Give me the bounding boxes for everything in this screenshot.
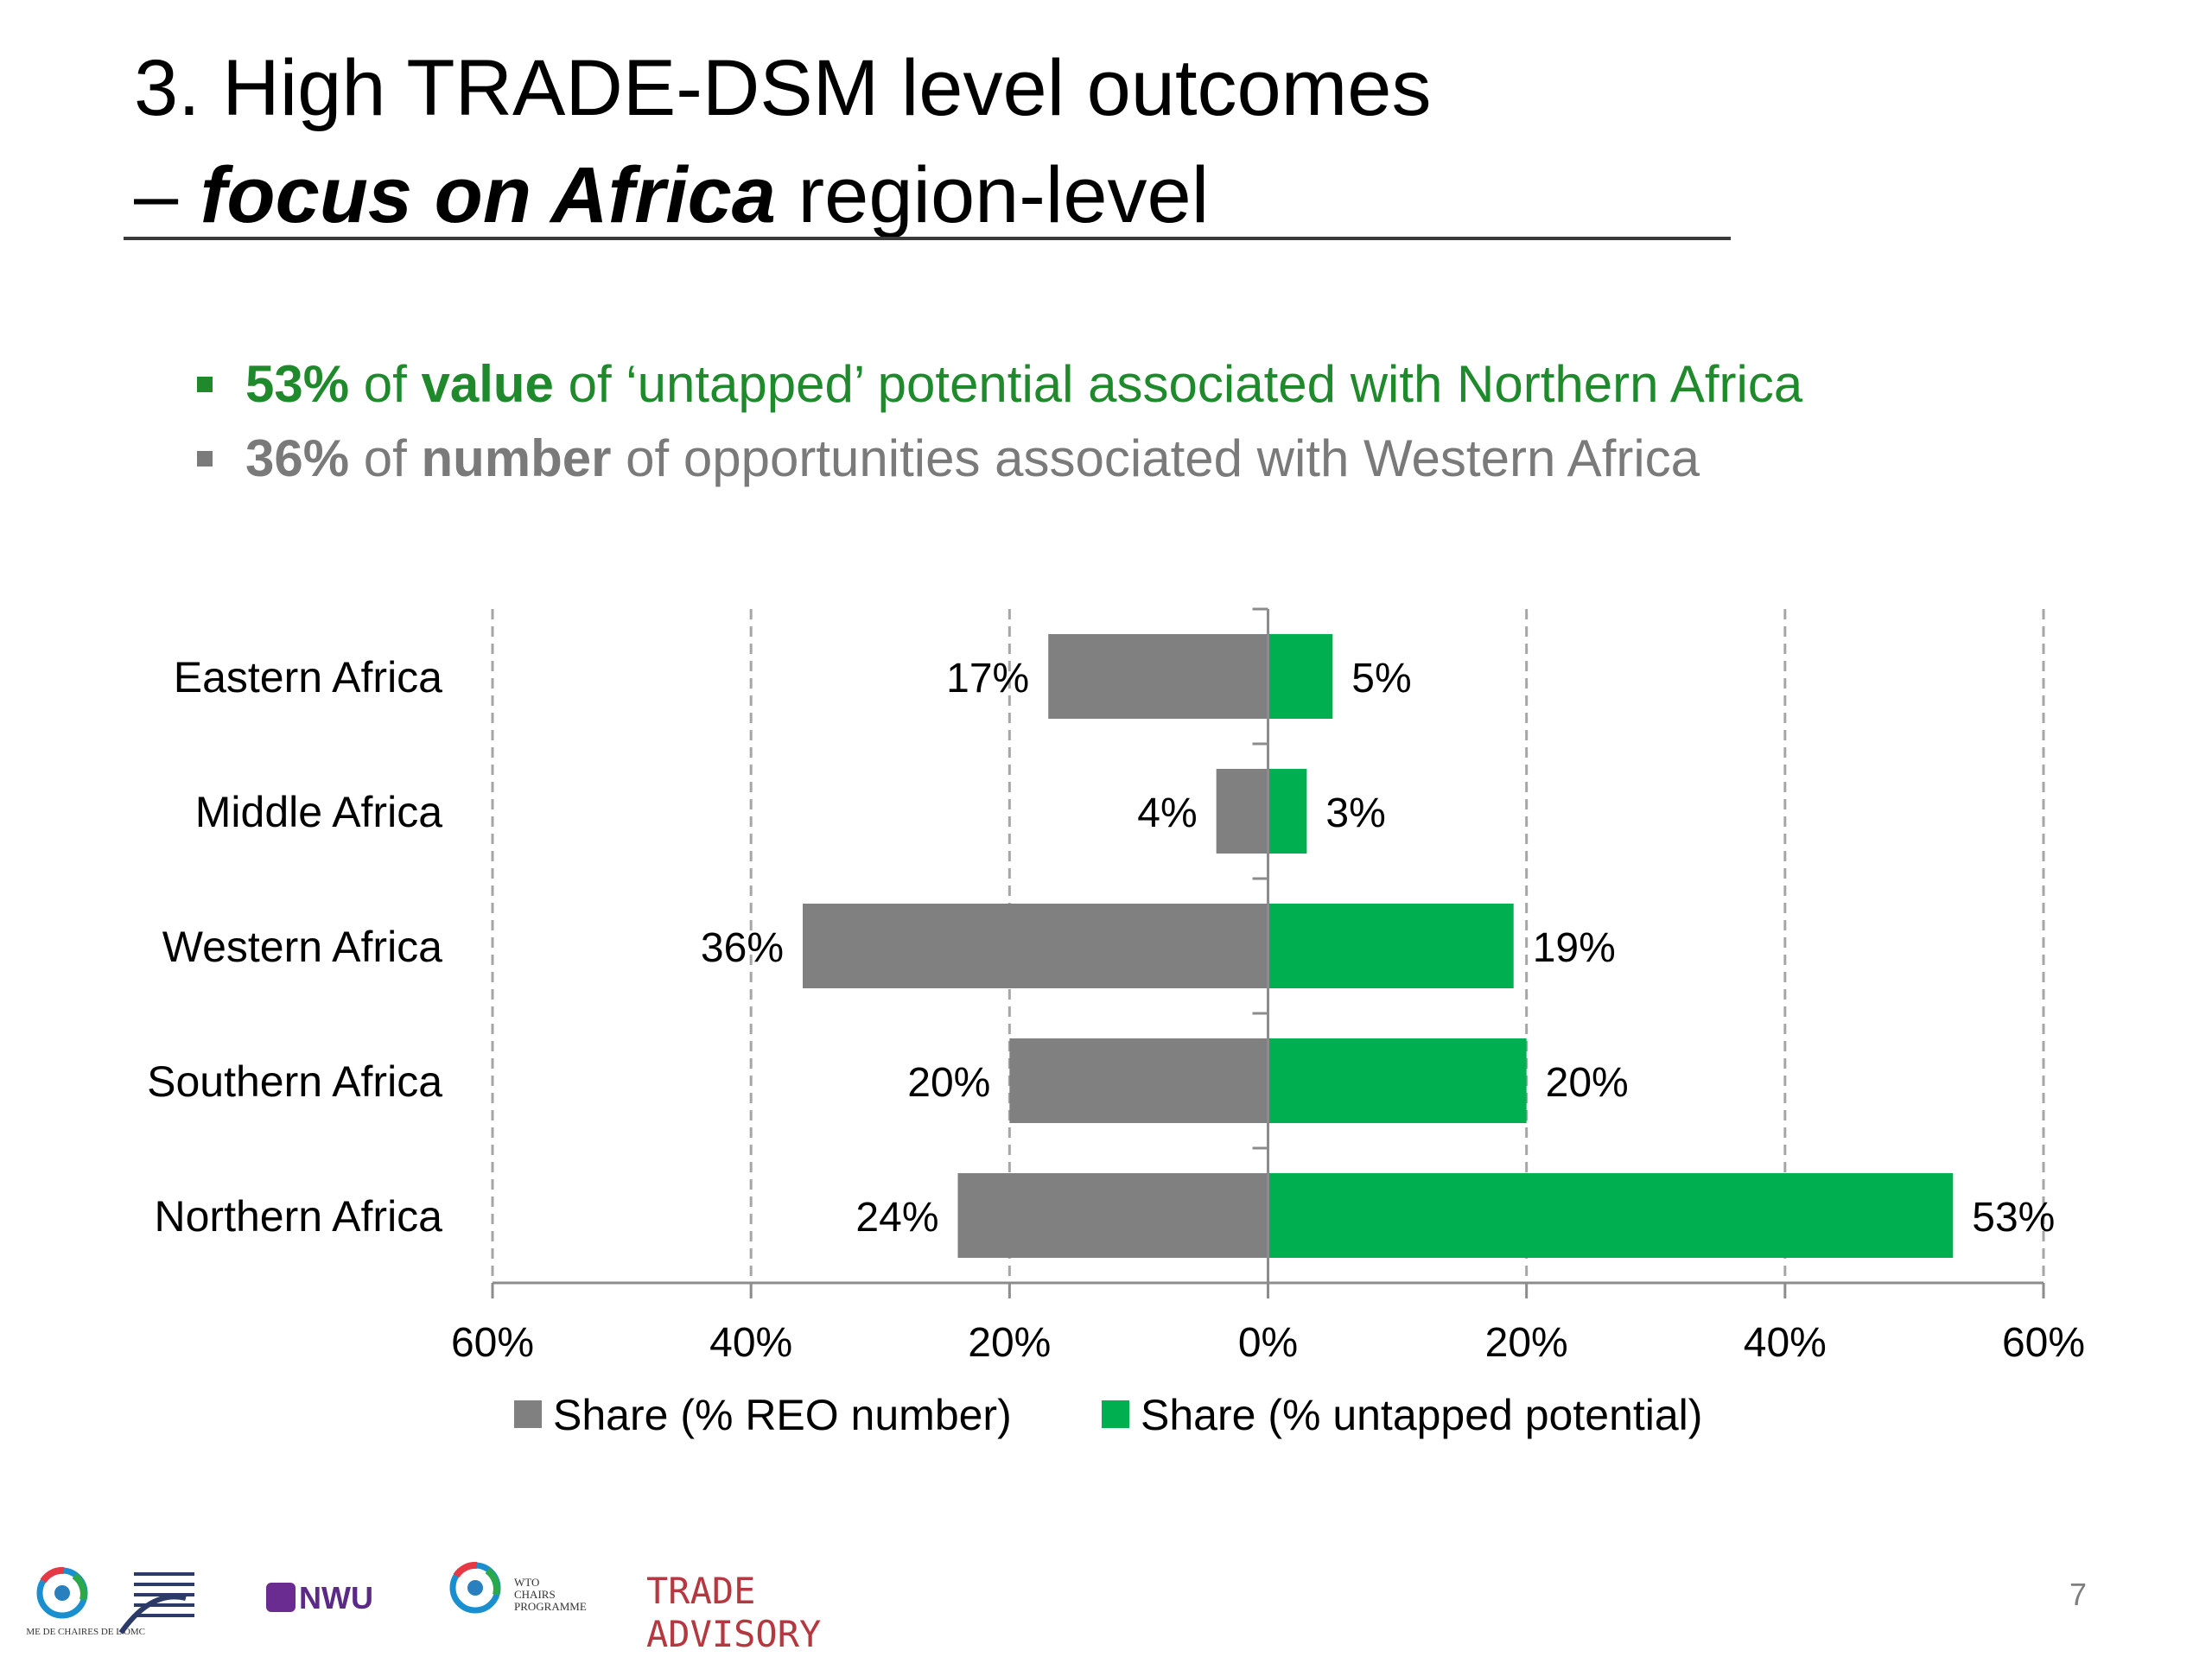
trade-advisory-logo: TRADE ADVISORY bbox=[646, 1570, 821, 1655]
trade-advisory-text-2: ADVISORY bbox=[646, 1613, 821, 1655]
data-label-untapped-potential: 19% bbox=[1533, 925, 1616, 971]
bullet-number-percent: 36% bbox=[245, 429, 350, 487]
bullet-number-keyword: number bbox=[421, 429, 612, 487]
bullet-value-text-2: of ‘untapped’ potential associated with … bbox=[553, 355, 1803, 413]
bullet-list: 53% of value of ‘untapped’ potential ass… bbox=[192, 347, 2093, 496]
data-label-untapped-potential: 20% bbox=[1546, 1060, 1629, 1106]
partner-logos: PROGRAMME DE CHAIRES DE L'OMC NWU WTO CH… bbox=[0, 1561, 821, 1655]
bullet-marker bbox=[197, 377, 213, 392]
bullet-number-text-1: of bbox=[349, 429, 422, 487]
data-label-untapped-potential: 53% bbox=[1972, 1195, 2055, 1241]
wto-chairs-text-2: CHAIRS bbox=[514, 1588, 556, 1601]
bullet-value: 53% of value of ‘untapped’ potential ass… bbox=[192, 347, 2093, 422]
bullet-number: 36% of number of opportunities associate… bbox=[192, 422, 2093, 496]
title-line-2-emphasis: focus on Africa bbox=[200, 151, 776, 239]
wto-chairs-text-3: PROGRAMME bbox=[514, 1600, 587, 1613]
legend-label-reo-number: Share (% REO number) bbox=[553, 1391, 1012, 1439]
legend-swatch-untapped-potential bbox=[1102, 1400, 1129, 1428]
bar-reo-number bbox=[1009, 1038, 1268, 1123]
data-label-reo-number: 20% bbox=[907, 1060, 990, 1106]
title-line-2-suffix: region-level bbox=[775, 151, 1210, 239]
x-tick-label: 40% bbox=[1744, 1320, 1827, 1366]
bullet-value-percent: 53% bbox=[245, 355, 350, 413]
data-label-reo-number: 24% bbox=[855, 1195, 938, 1241]
category-label: Eastern Africa bbox=[174, 653, 442, 701]
bullet-number-text-2: of opportunities associated with Western… bbox=[611, 429, 1700, 487]
x-tick-label: 40% bbox=[709, 1320, 792, 1366]
chairs-fr-text: PROGRAMME DE CHAIRES DE L'OMC bbox=[26, 1627, 145, 1637]
bar-untapped-potential bbox=[1268, 1038, 1527, 1123]
bar-untapped-potential bbox=[1268, 634, 1333, 719]
wto-chairs-text-1: WTO bbox=[514, 1576, 539, 1589]
x-tick-label: 20% bbox=[968, 1320, 1051, 1366]
bar-reo-number bbox=[957, 1173, 1268, 1258]
bar-reo-number bbox=[803, 904, 1268, 988]
bar-reo-number bbox=[1216, 769, 1268, 854]
wto-chairs-logo: WTO CHAIRS PROGRAMME bbox=[449, 1561, 587, 1614]
page-number: 7 bbox=[2069, 1577, 2088, 1612]
x-tick-label: 60% bbox=[2002, 1320, 2085, 1366]
category-label: Northern Africa bbox=[155, 1192, 443, 1241]
category-label: Southern Africa bbox=[147, 1057, 442, 1106]
title-line-1: 3. High TRADE-DSM level outcomes bbox=[134, 44, 1432, 132]
diverging-bar-chart: 17% 5% Eastern Africa 4% 3% Middle Africa 36% 1… bbox=[147, 607, 2085, 1439]
data-label-reo-number: 17% bbox=[946, 656, 1029, 701]
x-tick-label: 0% bbox=[1238, 1320, 1298, 1366]
title-line-2-prefix: – bbox=[134, 151, 200, 239]
data-label-untapped-potential: 3% bbox=[1325, 790, 1385, 836]
category-label: Western Africa bbox=[162, 923, 442, 971]
legend-label-untapped-potential: Share (% untapped potential) bbox=[1141, 1391, 1702, 1439]
chairs-programme-logo bbox=[36, 1566, 88, 1619]
nwu-text: NWU bbox=[299, 1580, 373, 1615]
institution-logo bbox=[118, 1572, 194, 1634]
bullet-value-keyword: value bbox=[421, 355, 554, 413]
trade-advisory-text-1: TRADE bbox=[646, 1570, 755, 1612]
bullet-marker bbox=[197, 451, 213, 467]
data-label-reo-number: 4% bbox=[1137, 790, 1197, 836]
bar-untapped-potential bbox=[1268, 1173, 1954, 1258]
x-tick-label: 20% bbox=[1485, 1320, 1568, 1366]
bar-untapped-potential bbox=[1268, 904, 1514, 988]
data-label-untapped-potential: 5% bbox=[1351, 656, 1411, 701]
data-label-reo-number: 36% bbox=[701, 925, 784, 971]
category-label: Middle Africa bbox=[195, 788, 442, 836]
x-tick-label: 60% bbox=[451, 1320, 534, 1366]
slide-title: 3. High TRADE-DSM level outcomes – focus… bbox=[134, 35, 1776, 249]
nwu-logo: NWU bbox=[266, 1580, 373, 1615]
footer-logos: PROGRAMME DE CHAIRES DE L'OMC NWU WTO CH… bbox=[0, 1555, 855, 1659]
bullet-value-text-1: of bbox=[349, 355, 422, 413]
legend-swatch-reo-number bbox=[514, 1400, 542, 1428]
bar-untapped-potential bbox=[1268, 769, 1307, 854]
bar-reo-number bbox=[1048, 634, 1268, 719]
title-underline bbox=[124, 237, 1731, 240]
